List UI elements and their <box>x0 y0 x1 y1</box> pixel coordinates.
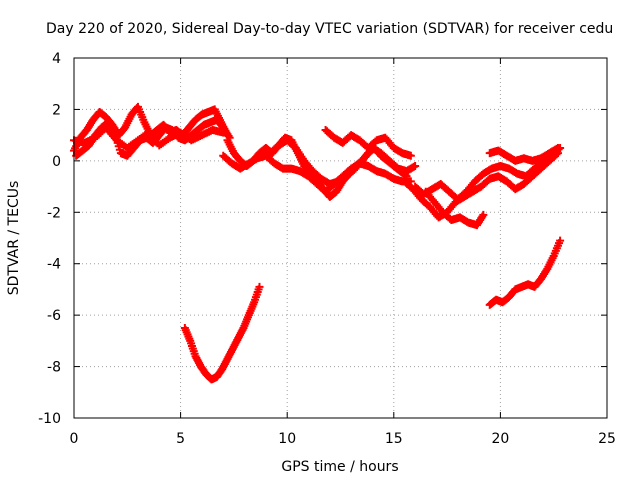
series-track-l <box>180 282 264 384</box>
grid <box>74 58 607 418</box>
series-track-e <box>219 151 415 196</box>
y-tick-label: -6 <box>47 308 61 324</box>
data-point <box>553 144 562 152</box>
y-tick-label: -10 <box>38 411 61 427</box>
data-point <box>219 128 228 137</box>
x-tick-label: 25 <box>598 431 616 447</box>
y-tick-label: 2 <box>52 102 61 118</box>
x-tick-label: 10 <box>278 431 296 447</box>
x-tick-label: 0 <box>70 431 79 447</box>
data-point <box>411 162 420 170</box>
series-track-j <box>421 187 488 230</box>
y-tick-label: -8 <box>47 360 61 376</box>
y-tick-label: 4 <box>52 51 61 67</box>
data-point <box>556 236 565 245</box>
data-point <box>479 210 488 219</box>
series-track-f <box>266 136 420 188</box>
y-axis-label: SDTVAR / TECUs <box>6 181 22 296</box>
series-track-g <box>321 126 415 160</box>
x-tick-label: 20 <box>491 431 509 447</box>
x-tick-label: 5 <box>176 431 185 447</box>
chart-title: Day 220 of 2020, Sidereal Day-to-day VTE… <box>46 21 613 37</box>
series-track-m <box>485 236 565 309</box>
data-point <box>255 282 264 291</box>
y-tick-label: -2 <box>47 205 61 221</box>
y-tick-label: 0 <box>52 154 61 170</box>
x-axis-label: GPS time / hours <box>281 459 398 475</box>
series-track-k <box>485 144 562 165</box>
x-tick-label: 15 <box>385 431 403 447</box>
data-series <box>70 102 565 384</box>
series-track-i <box>411 144 565 204</box>
y-tick-label: -4 <box>47 257 61 273</box>
data-point <box>406 151 415 160</box>
plot-frame <box>73 57 608 419</box>
axis-ticks: 0 5 10 15 20 25 -10 -8 -6 -4 -2 0 2 4 <box>38 51 616 447</box>
series-track-c <box>70 123 228 152</box>
